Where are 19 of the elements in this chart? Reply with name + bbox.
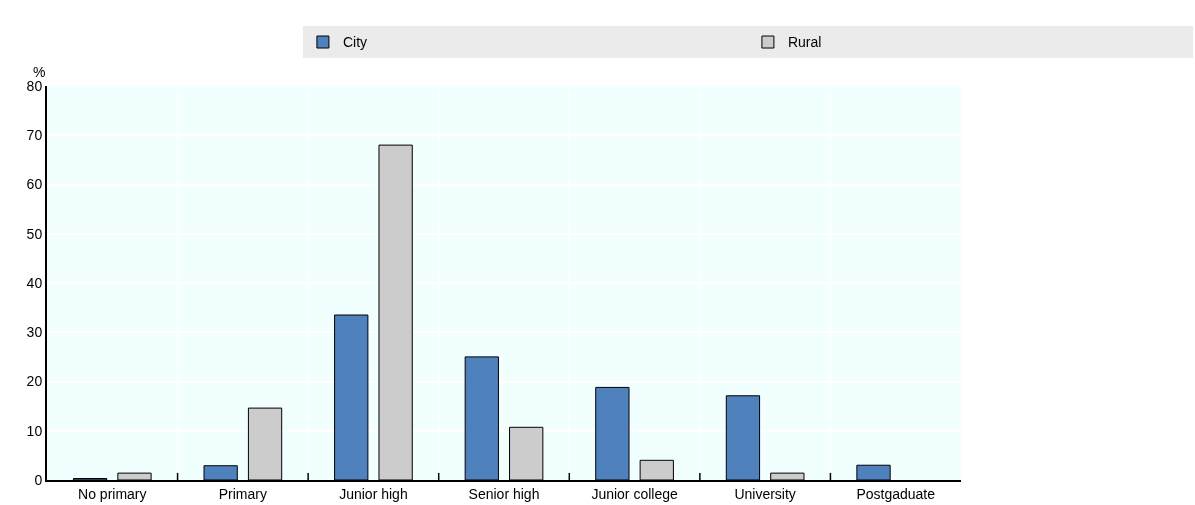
x-tick-label: University bbox=[734, 485, 796, 502]
y-tick-label: 60 bbox=[26, 176, 43, 193]
x-tick-label: Postgaduate bbox=[856, 485, 936, 502]
y-tick-label: 50 bbox=[26, 225, 43, 242]
y-tick-label: 80 bbox=[26, 77, 43, 94]
y-tick-label: 20 bbox=[26, 373, 43, 390]
y-tick-label: 30 bbox=[26, 324, 43, 341]
y-axis-title: % bbox=[33, 64, 46, 80]
y-tick-label: 0 bbox=[34, 471, 43, 488]
x-tick-label: Junior high bbox=[339, 485, 408, 502]
x-tick-label: No primary bbox=[78, 485, 147, 502]
y-tick-label: 40 bbox=[26, 274, 43, 291]
y-tick-label: 10 bbox=[26, 422, 43, 439]
y-tick-label: 70 bbox=[26, 127, 43, 144]
legend-label: City bbox=[342, 34, 368, 51]
x-tick-label: Junior college bbox=[591, 485, 678, 502]
x-tick-label: Senior high bbox=[468, 485, 540, 502]
legend-label: Rural bbox=[787, 34, 822, 51]
x-tick-label: Primary bbox=[218, 485, 267, 502]
